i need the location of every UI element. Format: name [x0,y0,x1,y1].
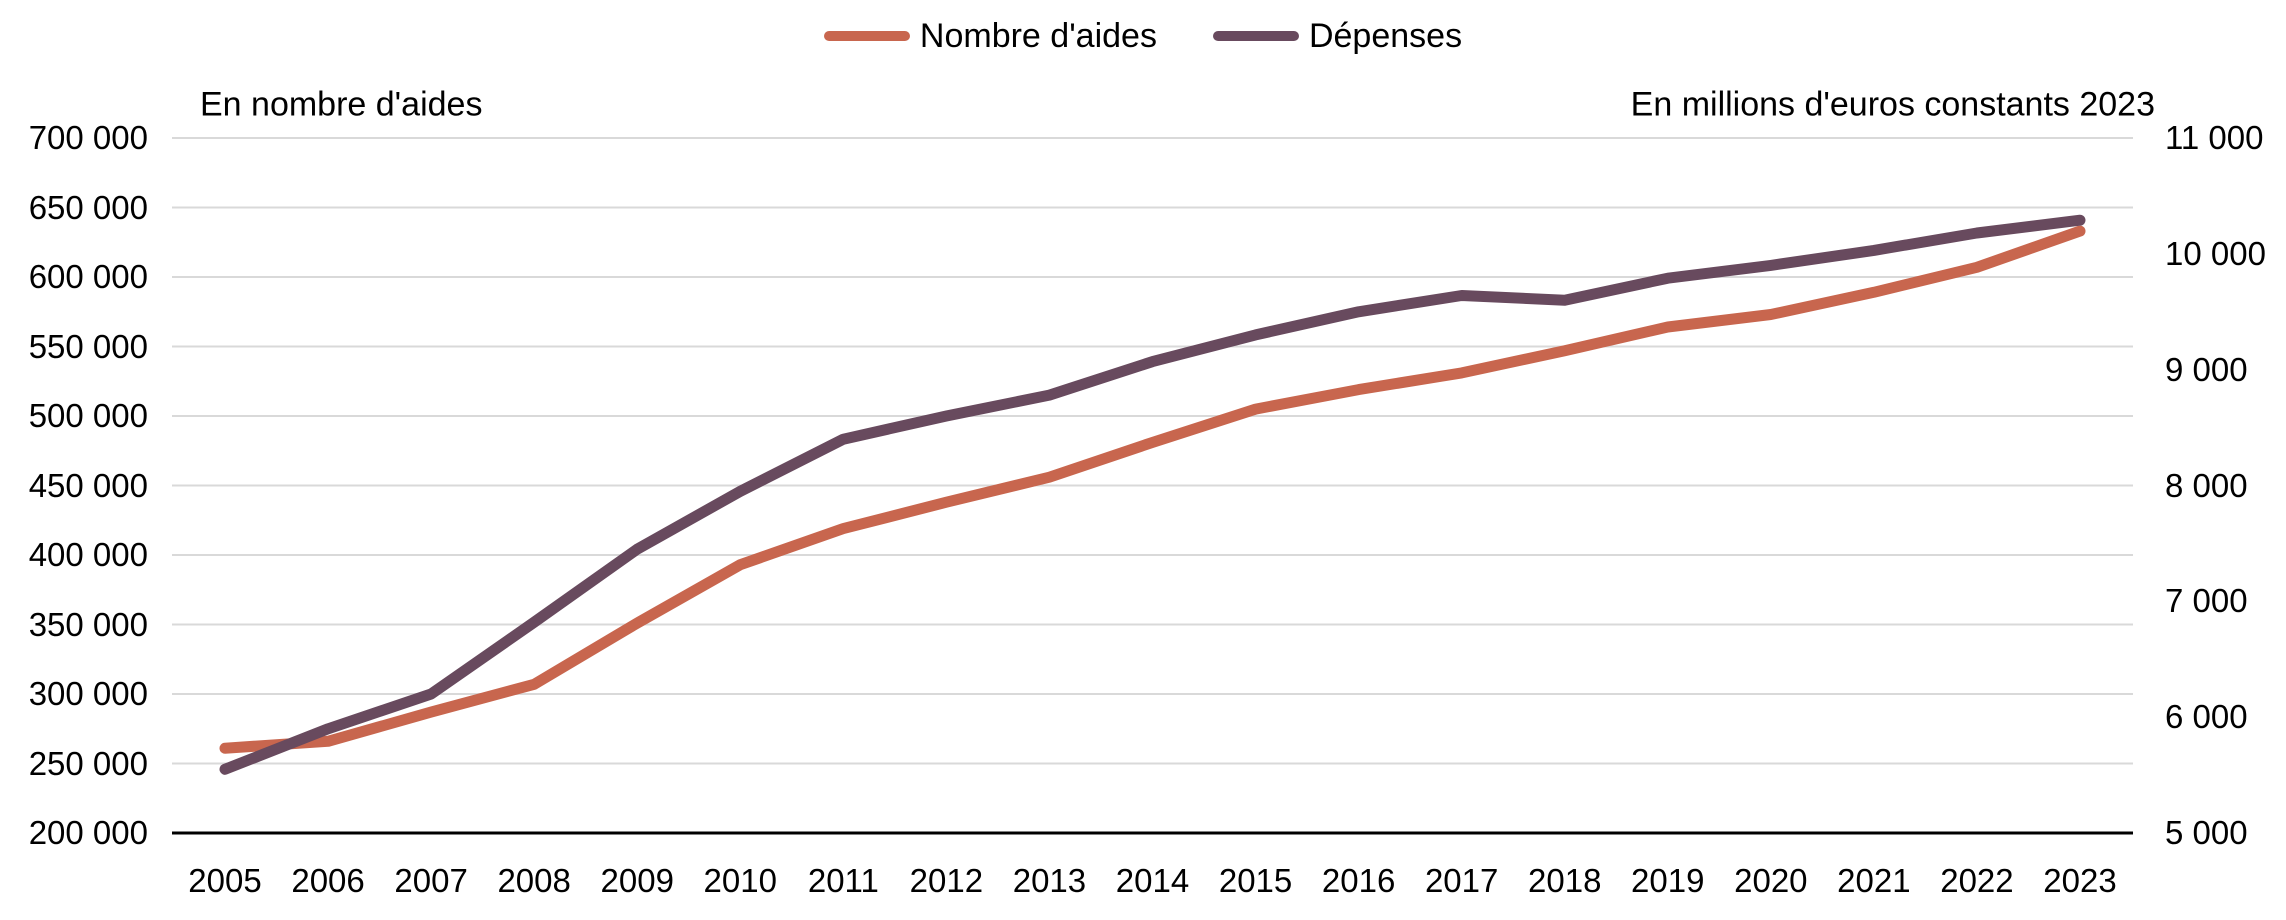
x-axis-year-label: 2023 [2043,862,2117,899]
x-axis-year-label: 2012 [909,862,984,899]
legend-line-swatch-depenses [1212,31,1299,41]
right-axis-tick-label: 10 000 [2165,234,2266,272]
x-axis-year-label: 2014 [1115,862,1190,899]
right-axis-tick-label: 9 000 [2165,350,2248,388]
right-axis-title: En millions d'euros constants 2023 [1630,85,2155,124]
legend-item-depenses: Dépenses [1212,16,1463,56]
left-axis-tick-label: 400 000 [28,536,148,573]
x-axis-year-label: 2007 [394,862,468,899]
left-axis-tick-label: 500 000 [28,397,148,434]
x-axis-year-label: 2008 [497,862,571,899]
right-axis-tick-label: 11 000 [2165,119,2264,156]
left-axis-tick-label: 650 000 [28,188,148,226]
series-line-depenses [219,214,2086,775]
left-axis-tick-label: 550 000 [28,327,148,365]
x-axis-year-label: 2017 [1424,862,1499,899]
x-axis-year-label: 2018 [1528,862,1602,899]
x-axis-year-label: 2022 [1940,862,2014,899]
left-axis-title: En nombre d'aides [200,85,483,124]
left-axis-tick-label: 350 000 [28,605,148,643]
x-axis-year-label: 2015 [1218,862,1293,899]
right-axis-tick-label: 7 000 [2165,582,2248,620]
right-axis-tick-label: 8 000 [2165,466,2248,504]
legend-label-depenses: Dépenses [1308,17,1463,55]
legend-label-nombre-daides: Nombre d'aides [919,17,1157,55]
x-axis-year-label: 2010 [703,862,777,899]
legend-line-swatch-nombre-daides [823,31,910,41]
left-axis-tick-label: 450 000 [28,466,148,504]
x-axis-year-label: 2016 [1321,862,1396,899]
x-axis-year-label: 2006 [291,862,365,899]
left-axis-tick-label: 250 000 [28,744,148,782]
x-axis-year-label: 2013 [1012,862,1087,899]
x-axis-year-label: 2019 [1631,862,1705,899]
x-axis-year-label: 2020 [1734,862,1808,899]
left-axis-tick-label: 600 000 [28,258,148,295]
left-axis-tick-label: 300 000 [28,675,148,712]
left-axis-tick-label: 200 000 [28,814,148,851]
right-axis-tick-label: 5 000 [2165,814,2248,851]
x-axis-year-label: 2005 [188,862,262,899]
left-axis-tick-label: 700 000 [28,119,148,156]
x-axis-year-label: 2011 [807,862,879,899]
legend-item-nombre-daides: Nombre d'aides [823,16,1157,56]
x-axis-year-label: 2009 [600,862,674,899]
right-axis-tick-label: 6 000 [2165,698,2248,736]
series-line-nombre-daides [219,225,2086,754]
legend: Nombre d'aides Dépenses [0,16,2286,56]
x-axis-year-label: 2021 [1837,862,1911,899]
